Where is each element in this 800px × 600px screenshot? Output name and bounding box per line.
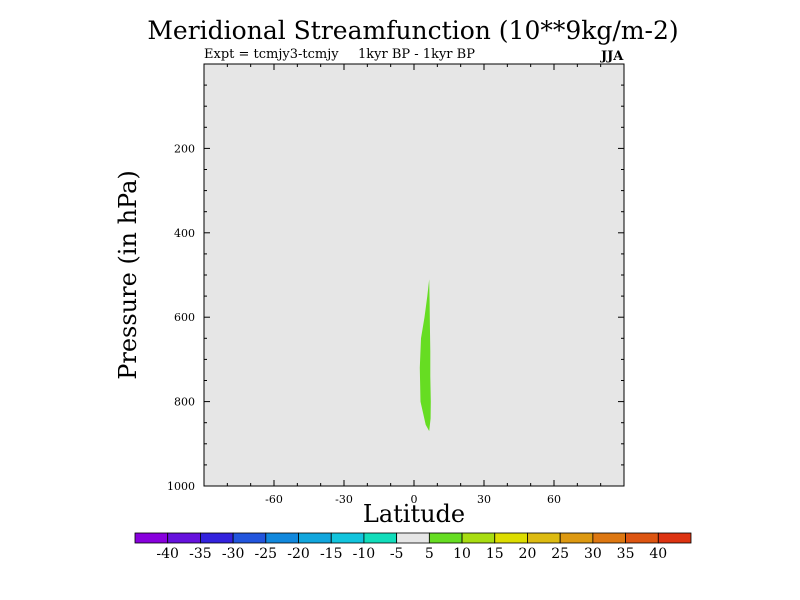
colorbar-label: 40 — [649, 546, 667, 562]
colorbar-swatch — [527, 532, 561, 544]
colorbar-swatch — [200, 532, 234, 544]
y-tick-label: 400 — [174, 227, 195, 240]
colorbar-label: -5 — [390, 546, 404, 562]
colorbar-swatch — [232, 532, 267, 544]
x-tick-label: 60 — [547, 493, 561, 506]
plot-frame — [203, 63, 625, 487]
period-label: 1kyr BP - 1kyr BP — [358, 47, 475, 62]
colorbar-swatch — [625, 532, 659, 544]
colorbar-swatch — [592, 532, 626, 544]
colorbar: -40 -35 -30 -25 -20 -15 -10 -5 5 10 15 20 25 30 35 40 — [134, 532, 692, 562]
colorbar-swatch — [559, 532, 594, 544]
x-tick-label: -60 — [265, 493, 283, 506]
y-tick-label: 800 — [174, 396, 195, 409]
colorbar-swatch — [428, 532, 463, 544]
contour-region — [419, 279, 431, 432]
x-axis-label: Latitude — [362, 500, 466, 528]
colorbar-label: -25 — [255, 546, 278, 562]
colorbar-label: -35 — [189, 546, 212, 562]
colorbar-label: 30 — [584, 546, 602, 562]
colorbar-label: -20 — [287, 546, 310, 562]
season-label: JJA — [601, 49, 624, 64]
colorbar-swatch — [657, 532, 692, 544]
colorbar-swatch — [363, 532, 398, 544]
colorbar-swatch — [167, 532, 201, 544]
colorbar-label: -10 — [353, 546, 376, 562]
colorbar-swatch — [134, 532, 169, 544]
contour-regions — [419, 279, 431, 432]
colorbar-label: -15 — [320, 546, 343, 562]
colorbar-label: -30 — [222, 546, 245, 562]
colorbar-label: 10 — [453, 546, 471, 562]
colorbar-label: 5 — [425, 546, 434, 562]
y-tick-label: 600 — [174, 311, 195, 324]
experiment-label: Expt = tcmjy3-tcmjy — [204, 47, 339, 62]
plot-area — [204, 64, 624, 486]
x-tick-label: 30 — [477, 493, 491, 506]
colorbar-label: 25 — [551, 546, 569, 562]
colorbar-swatch — [265, 532, 299, 544]
colorbar-swatch — [298, 532, 332, 544]
y-tick-label: 200 — [174, 142, 195, 155]
x-tick-label: 0 — [411, 493, 418, 506]
colorbar-swatch — [396, 532, 430, 544]
y-tick-label: 1000 — [167, 480, 195, 493]
colorbar-swatch — [494, 532, 528, 544]
colorbar-label: 20 — [519, 546, 537, 562]
colorbar-label: 15 — [486, 546, 504, 562]
colorbar-label: -40 — [156, 546, 179, 562]
colorbar-swatch — [461, 532, 496, 544]
colorbar-label: 35 — [617, 546, 635, 562]
chart-title: Meridional Streamfunction (10**9kg/m-2) — [147, 16, 679, 45]
colorbar-swatch — [330, 532, 365, 544]
x-tick-label: -30 — [335, 493, 353, 506]
